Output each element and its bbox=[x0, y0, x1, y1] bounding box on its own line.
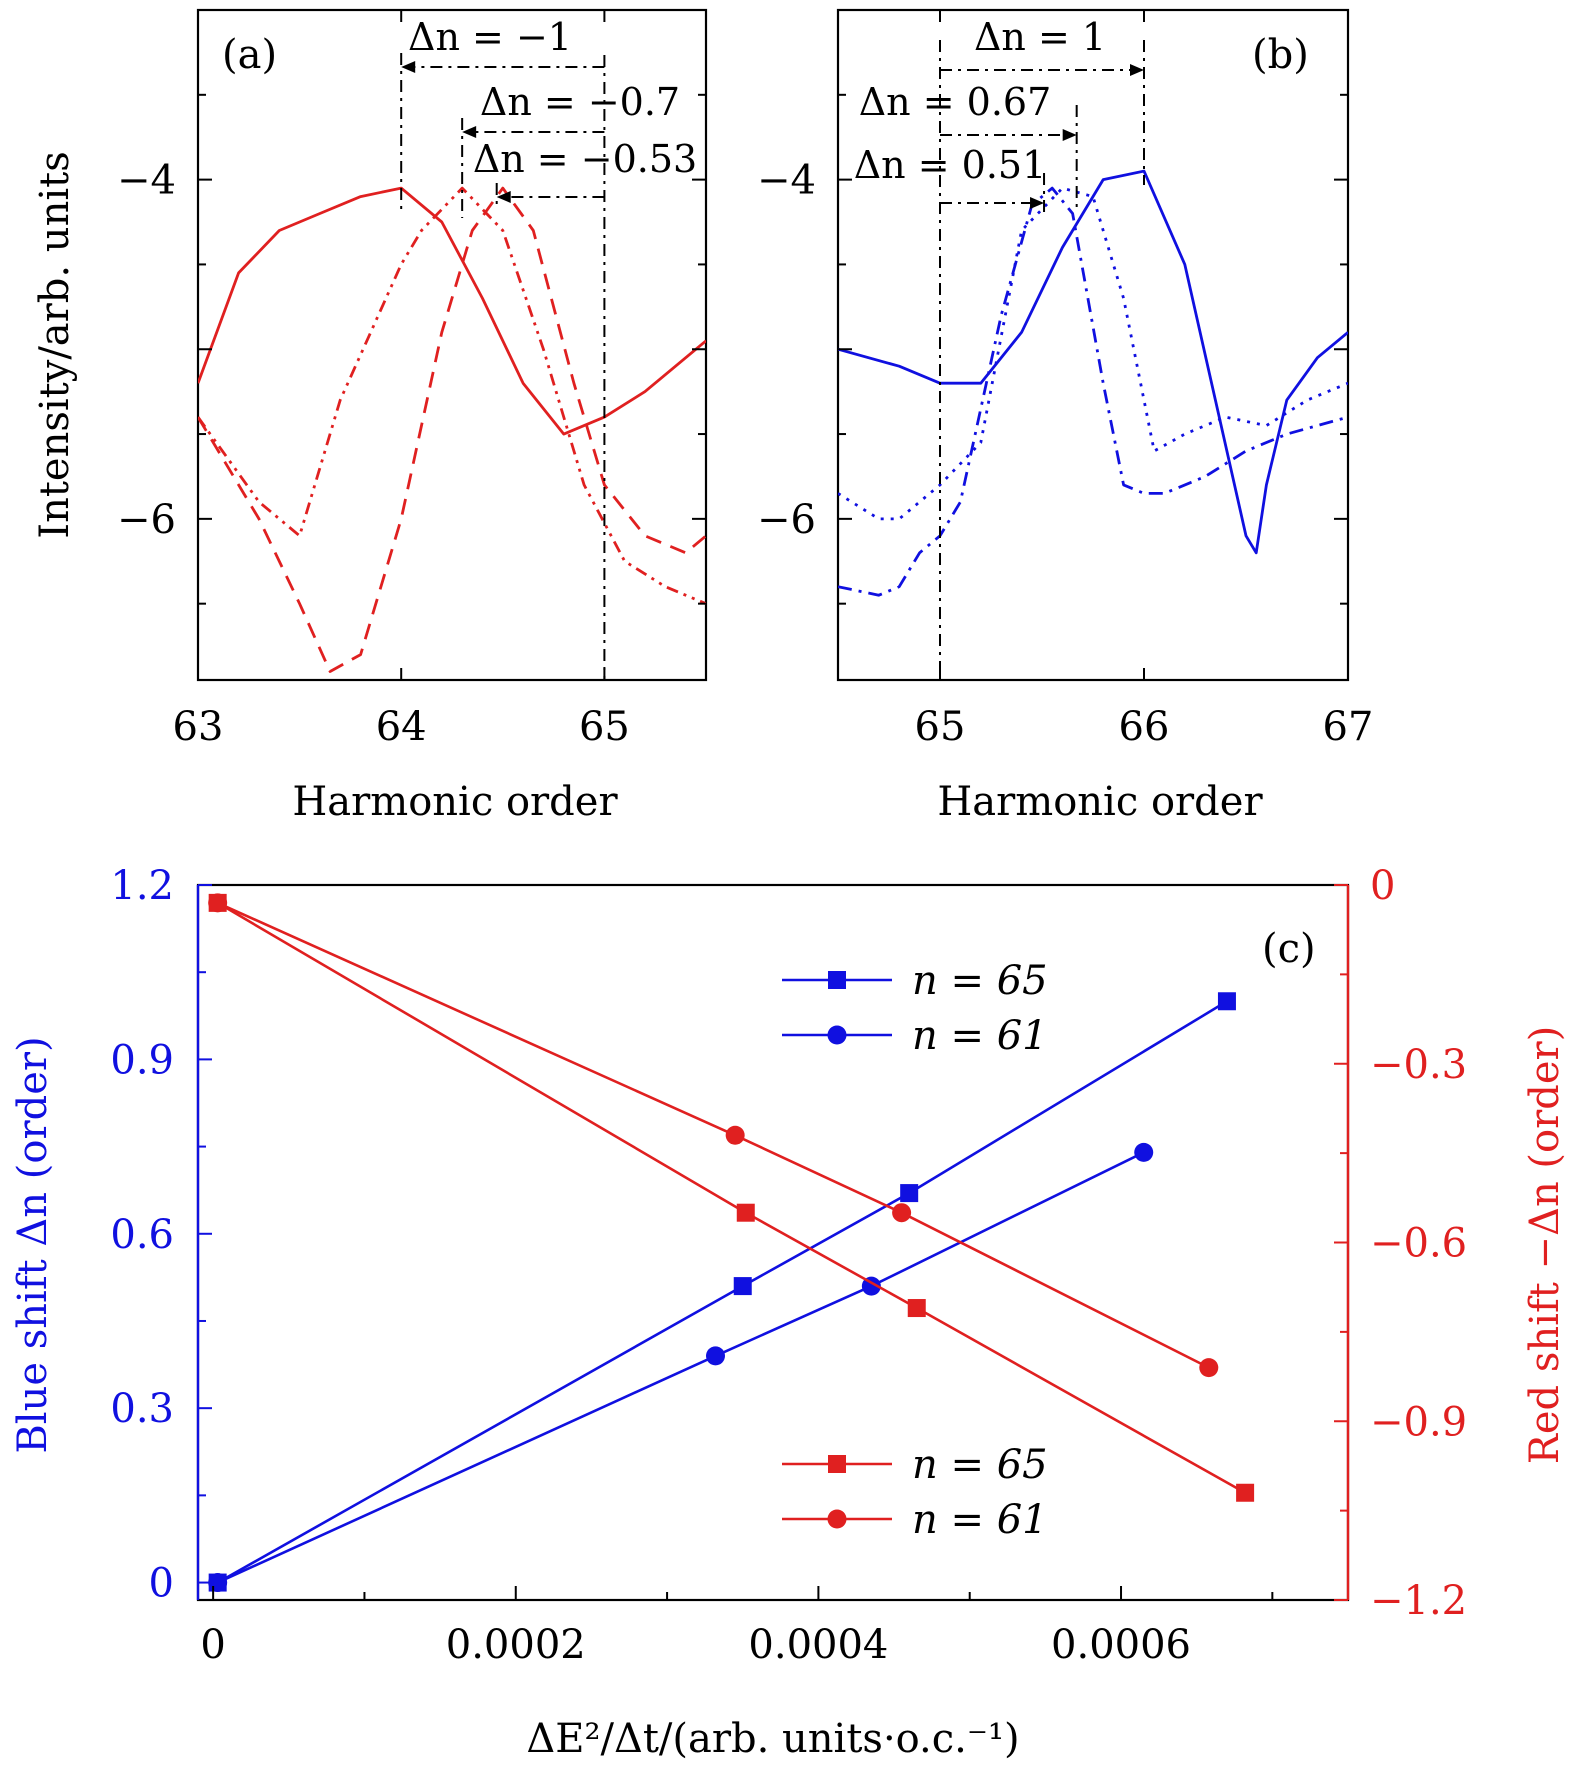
arrowhead bbox=[496, 191, 511, 203]
b-xtick-label: 66 bbox=[1119, 704, 1170, 750]
c-point-square bbox=[733, 1277, 752, 1296]
panel-a: Δn = −1 Δn = −0.7 Δn = −0.53 63 64 65 −4 −6 (a… bbox=[32, 8, 708, 825]
c-point-square bbox=[1236, 1483, 1255, 1502]
arrowhead bbox=[462, 126, 477, 138]
panel-c-label: (c) bbox=[1262, 926, 1316, 972]
c-legend-circle bbox=[827, 1509, 847, 1529]
a-xtick-label: 64 bbox=[376, 704, 427, 750]
c-ytick-label-right: 0 bbox=[1370, 863, 1395, 909]
a-annot-label: Δn = −0.53 bbox=[473, 137, 697, 181]
c-series-left-square bbox=[217, 1000, 1228, 1584]
panel-b-frame bbox=[836, 8, 1350, 682]
panel-c-series bbox=[208, 893, 1255, 1593]
panel-a-ticks: 63 64 65 −4 −6 bbox=[117, 10, 706, 750]
c-point-circle bbox=[1134, 1142, 1154, 1162]
arrowhead bbox=[1030, 197, 1045, 209]
a-xtick-label: 63 bbox=[173, 704, 224, 750]
b-series-dash-dot bbox=[838, 186, 1348, 597]
c-xtick-label: 0.0002 bbox=[446, 1622, 586, 1668]
panel-b-ticks: 65 66 67 −4 −6 bbox=[757, 10, 1373, 750]
a-annot-label: Δn = −1 bbox=[408, 15, 572, 59]
b-xtick-label: 65 bbox=[915, 704, 966, 750]
c-point-square bbox=[907, 1299, 926, 1318]
panel-b-annotations: Δn = 1 Δn = 0.67 Δn = 0.51 bbox=[854, 15, 1145, 680]
c-legend-square bbox=[828, 971, 846, 989]
panel-b-series bbox=[838, 169, 1348, 597]
c-legend-label: n = 61 bbox=[912, 1013, 1048, 1059]
panel-a-label: (a) bbox=[222, 32, 277, 78]
b-annot-label: Δn = 1 bbox=[974, 15, 1106, 59]
b-annot-label: Δn = 0.51 bbox=[854, 143, 1047, 187]
panel-a-frame bbox=[196, 8, 708, 682]
c-series-right-square bbox=[217, 901, 1246, 1494]
b-ytick-label: −4 bbox=[757, 158, 816, 204]
b-ytick-label: −6 bbox=[757, 497, 816, 543]
a-ytick-label: −6 bbox=[117, 497, 176, 543]
a-annot-label: Δn = −0.7 bbox=[480, 80, 680, 124]
a-series-solid bbox=[198, 186, 706, 436]
panel-c-legend: n = 65 n = 61 n = 65 n = 61 bbox=[782, 958, 1048, 1543]
c-series-right-circle bbox=[217, 901, 1210, 1369]
a-ytick-label: −4 bbox=[117, 158, 176, 204]
c-ytick-label-right: −1.2 bbox=[1370, 1578, 1467, 1624]
c-ytick-label-right: −0.3 bbox=[1370, 1042, 1467, 1088]
c-xtick-label: 0.0004 bbox=[748, 1622, 888, 1668]
c-ytick-label-left: 0.6 bbox=[110, 1212, 174, 1258]
c-legend-circle bbox=[827, 1025, 847, 1045]
panel-b-xlabel: Harmonic order bbox=[937, 779, 1263, 825]
a-series-dashed bbox=[198, 186, 706, 673]
c-point-square bbox=[1217, 992, 1236, 1011]
panel-b-label: (b) bbox=[1252, 32, 1309, 78]
b-annot-label: Δn = 0.67 bbox=[859, 80, 1052, 124]
c-point-circle bbox=[208, 893, 228, 913]
arrowhead bbox=[1130, 64, 1144, 76]
panel-a-series bbox=[198, 186, 706, 673]
panel-a-ylabel: Intensity/arb. units bbox=[32, 151, 78, 538]
c-xtick-label: 0.0006 bbox=[1051, 1622, 1191, 1668]
c-ytick-label-left: 1.2 bbox=[110, 863, 174, 909]
arrowhead bbox=[401, 61, 416, 73]
c-xtick-label: 0 bbox=[200, 1622, 225, 1668]
panel-c-ticks: 0 0.0002 0.0004 0.0006 0 0.3 0.6 0.9 1.2 0 −0.3 −0.… bbox=[110, 863, 1467, 1668]
panel-c-xlabel: ΔE²/Δt/(arb. units·o.c.⁻¹) bbox=[526, 1716, 1019, 1762]
panel-c-ylabel-left: Blue shift Δn (order) bbox=[10, 1036, 56, 1453]
a-series-dash-dot-dot bbox=[198, 186, 706, 605]
c-ytick-label-right: −0.6 bbox=[1370, 1221, 1467, 1267]
c-point-circle bbox=[725, 1125, 745, 1145]
panel-c-ylabel-right: Red shift −Δn (order) bbox=[1522, 1026, 1568, 1464]
panel-c: 0 0.0002 0.0004 0.0006 0 0.3 0.6 0.9 1.2 0 −0.3 −0.… bbox=[10, 863, 1568, 1762]
b-xtick-label: 67 bbox=[1323, 704, 1374, 750]
c-ytick-label-left: 0 bbox=[149, 1561, 174, 1607]
b-series-solid bbox=[838, 169, 1348, 555]
a-xtick-label: 65 bbox=[579, 704, 630, 750]
c-legend-label: n = 65 bbox=[912, 1442, 1048, 1488]
c-legend-label: n = 61 bbox=[912, 1497, 1048, 1543]
c-legend-label: n = 65 bbox=[912, 958, 1048, 1004]
c-ytick-label-right: −0.9 bbox=[1370, 1399, 1467, 1445]
c-point-circle bbox=[892, 1203, 912, 1223]
c-legend-square bbox=[828, 1455, 846, 1473]
c-point-square bbox=[900, 1184, 919, 1203]
c-series-left-circle bbox=[217, 1151, 1145, 1584]
c-point-square bbox=[736, 1203, 755, 1222]
c-ytick-label-left: 0.3 bbox=[110, 1386, 174, 1432]
panel-a-xlabel: Harmonic order bbox=[292, 779, 618, 825]
panel-a-annotations: Δn = −1 Δn = −0.7 Δn = −0.53 bbox=[400, 15, 697, 680]
c-ytick-label-left: 0.9 bbox=[110, 1037, 174, 1083]
c-point-circle bbox=[706, 1346, 725, 1366]
c-point-circle bbox=[1199, 1358, 1219, 1378]
arrowhead bbox=[1062, 129, 1077, 141]
